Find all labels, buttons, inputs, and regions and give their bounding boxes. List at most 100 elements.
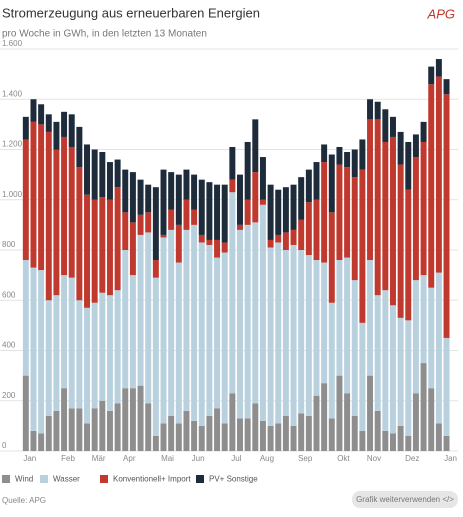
bar-segment [214,408,221,451]
bar-segment [382,109,389,142]
x-tick-label: Mär [92,454,106,463]
bar-segment [344,393,351,451]
bar-segment [290,229,297,245]
bar-segment [420,275,427,364]
bar-segment [152,277,159,436]
x-tick-label: Sep [298,454,313,463]
bar-segment [99,400,106,451]
bar-segment [290,425,297,451]
bar-segment [106,162,113,200]
bar-segment [53,121,60,150]
legend-swatch [196,475,204,483]
bar-segment [237,418,243,451]
bar-segment [313,260,320,396]
bar-segment [351,415,358,451]
legend-label: Wind [15,475,33,484]
y-tick-label: 1.400 [2,89,23,98]
bar-segment [22,139,29,261]
source: Quelle: APG [2,496,46,505]
bar-segment [206,239,213,245]
logo: APG [427,6,455,21]
bar-segment [428,388,435,451]
y-tick-label: 1.000 [2,190,23,199]
bar-segment [244,418,251,451]
bar-segment [61,111,68,137]
bar-segment [412,134,419,158]
button[interactable]: Grafik weiterverwenden </> [356,495,454,504]
y-tick-label: 400 [2,341,16,350]
bar-segment [137,385,144,451]
bar-segment [84,423,91,451]
bar-segment [76,126,83,168]
bar-segment [183,169,190,200]
bar-segment [397,164,404,318]
y-tick-label: 0 [2,441,7,450]
bar-segment [259,157,266,200]
bar-segment [221,252,228,424]
bar-segment [229,146,236,180]
x-tick-label: Feb [61,454,75,463]
legend-swatch [40,475,48,483]
bar-segment [344,257,351,394]
bar-segment [275,242,282,424]
bar-segment [321,144,328,163]
bar-segment [145,184,152,213]
bar-segment [237,224,243,230]
bar-segment [252,222,259,404]
bar-segment [137,214,144,235]
bar-segment [443,337,450,436]
bar-segment [214,239,221,258]
bar-segment [420,121,427,142]
bar-segment [321,383,328,451]
bar-segment [91,408,98,451]
bar-segment [168,209,175,230]
bar-segment [160,234,167,238]
bar-segment [267,425,274,451]
bar-segment [38,104,45,125]
bar-segment [137,234,144,386]
bar-segment [374,295,381,411]
x-tick-label: Jan [444,454,457,463]
bar-segment [175,262,182,424]
bar-segment [367,260,374,376]
bar-segment [191,174,198,210]
y-tick-label: 600 [2,290,16,299]
bar-segment [298,250,305,414]
x-tick-label: Jan [23,454,36,463]
bar-segment [244,224,251,419]
bar-segment [61,136,68,276]
bar-segment [405,141,412,190]
x-tick-label: Jun [192,454,205,463]
bar-segment [45,415,52,451]
bar-segment [397,317,404,426]
bar-segment [237,229,243,419]
button-bg[interactable] [352,491,458,508]
bar-segment [84,194,91,308]
bar-segment [428,66,435,85]
bar-segment [305,255,312,416]
bar-segment [206,244,213,416]
bar-segment [30,430,37,451]
bar-segment [106,410,113,451]
bar-segment [168,172,175,210]
bar-segment [252,172,259,223]
bar-segment [275,423,282,451]
bar-segment [412,280,419,394]
bar-segment [428,84,435,288]
bar-segment [175,174,182,225]
y-tick-label: 200 [2,391,16,400]
bar-segment [214,257,221,409]
bar-segment [53,149,60,296]
bar-segment [344,167,351,258]
bar-segment [45,300,52,416]
bar-segment [328,302,335,419]
bar-segment [282,415,289,451]
bar-segment [389,433,396,451]
bar-segment [160,423,167,451]
bar-segment [389,116,396,137]
bar-segment [38,270,45,434]
bar-segment [443,79,450,95]
bar-segment [68,408,75,451]
bar-segment [198,234,205,243]
bar-segment [122,212,129,250]
